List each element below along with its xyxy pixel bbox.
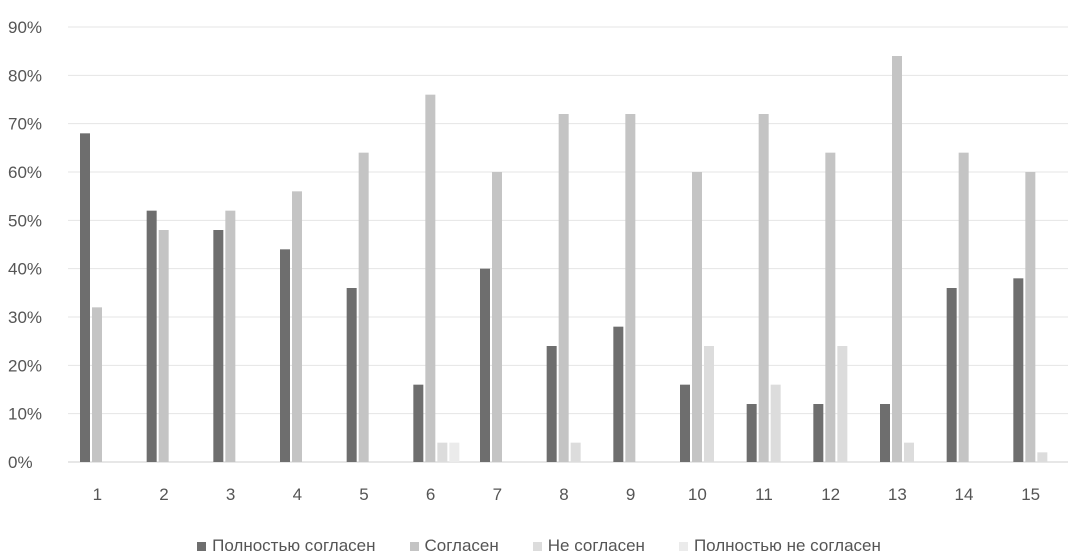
bar — [770, 384, 781, 462]
bar — [613, 326, 624, 462]
bar — [680, 384, 690, 462]
bar — [492, 172, 502, 462]
x-tick-label: 12 — [821, 485, 840, 504]
bar — [80, 133, 90, 463]
legend-swatch — [409, 541, 419, 551]
legend-item: Полностью согласен — [197, 536, 376, 556]
bars — [80, 56, 1048, 463]
x-tick-label: 15 — [1021, 485, 1040, 504]
y-tick-label: 70% — [8, 115, 42, 134]
y-tick-label: 50% — [8, 211, 42, 230]
x-tick-label: 11 — [755, 485, 773, 504]
x-tick-label: 8 — [559, 485, 568, 504]
x-tick-label: 10 — [688, 485, 707, 504]
bar — [813, 404, 824, 462]
legend: Полностью согласен Согласен Не согласен Пол… — [0, 536, 1078, 556]
bar — [746, 404, 757, 462]
x-tick-label: 6 — [426, 485, 435, 504]
x-tick-label: 13 — [888, 485, 907, 504]
bar — [92, 307, 102, 462]
bar — [558, 114, 569, 462]
legend-label: Согласен — [424, 536, 499, 555]
bar — [480, 268, 490, 462]
x-tick-label: 14 — [955, 485, 974, 504]
bar — [346, 288, 357, 462]
bar — [146, 210, 157, 462]
bar — [437, 442, 448, 462]
legend-item: Согласен — [409, 536, 499, 556]
bar — [625, 114, 636, 462]
bar — [413, 384, 424, 462]
bar — [704, 346, 714, 462]
bar — [570, 442, 581, 462]
legend-label: Полностью не согласен — [693, 536, 881, 555]
bar — [692, 172, 702, 462]
bar — [358, 152, 369, 462]
bar — [892, 56, 902, 462]
bar — [825, 152, 836, 462]
bar — [292, 191, 302, 463]
y-tick-label: 40% — [8, 260, 42, 279]
bar — [213, 230, 224, 462]
y-axis: 0% 10% 20% 30% 40% 50% 60% 70% 80% 90% — [8, 18, 42, 472]
legend-label: Полностью согласен — [212, 536, 376, 555]
y-tick-label: 90% — [8, 18, 42, 37]
x-tick-label: 5 — [359, 485, 368, 504]
bar — [758, 114, 769, 462]
x-tick-label: 4 — [293, 485, 302, 504]
legend-swatch — [678, 541, 688, 551]
legend-swatch — [197, 541, 207, 551]
y-tick-label: 80% — [8, 66, 42, 85]
y-tick-label: 0% — [8, 453, 33, 472]
y-tick-label: 60% — [8, 163, 42, 182]
x-tick-label: 1 — [93, 485, 102, 504]
y-tick-label: 10% — [8, 405, 42, 424]
bar — [1013, 278, 1024, 462]
bar — [449, 442, 460, 462]
legend-label: Не согласен — [547, 536, 645, 555]
x-tick-label: 7 — [493, 485, 502, 504]
bar — [546, 346, 557, 462]
y-tick-label: 20% — [8, 356, 42, 375]
bar — [958, 152, 969, 462]
bar — [904, 442, 914, 462]
bar — [1025, 172, 1036, 462]
legend-item: Не согласен — [532, 536, 645, 556]
bar — [158, 230, 169, 462]
legend-item: Полностью не согласен — [678, 536, 881, 556]
x-tick-label: 9 — [626, 485, 635, 504]
bar — [425, 94, 436, 463]
x-tick-label: 2 — [159, 485, 168, 504]
bar — [280, 249, 290, 462]
y-tick-label: 30% — [8, 308, 42, 327]
x-tick-label: 3 — [226, 485, 235, 504]
bar — [1037, 452, 1048, 462]
legend-swatch — [532, 541, 542, 551]
bar — [946, 288, 957, 462]
x-axis: 1 2 3 4 5 6 7 8 9 10 11 12 13 14 15 — [93, 485, 1041, 504]
bar — [225, 210, 236, 462]
bar — [837, 346, 848, 462]
bar — [880, 404, 890, 462]
